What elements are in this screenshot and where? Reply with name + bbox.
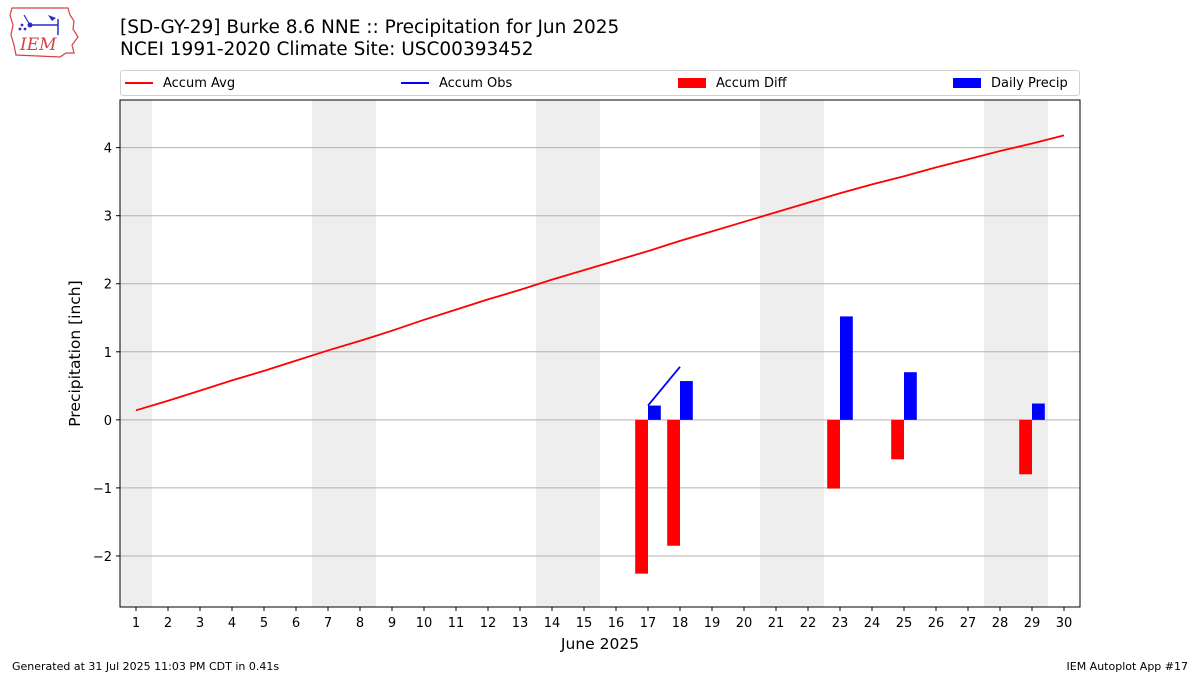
- x-tick-label: 21: [768, 616, 785, 631]
- weekend-shade: [536, 100, 600, 607]
- x-tick-label: 6: [292, 616, 300, 631]
- x-tick-label: 19: [704, 616, 721, 631]
- legend-item-accum-diff: Accum Diff: [678, 71, 787, 95]
- weekend-shade: [760, 100, 824, 607]
- x-tick-label: 14: [544, 616, 561, 631]
- weekend-shade: [312, 100, 376, 607]
- x-tick-label: 27: [960, 616, 977, 631]
- x-tick-label: 15: [576, 616, 593, 631]
- daily-precip-bar: [840, 316, 853, 420]
- x-tick-label: 1: [132, 616, 140, 631]
- daily-precip-bar: [904, 372, 917, 420]
- legend-swatch: [678, 78, 706, 88]
- x-tick-label: 12: [480, 616, 497, 631]
- y-tick-label: 3: [104, 210, 112, 225]
- legend-swatch: [401, 82, 429, 84]
- x-tick-label: 17: [640, 616, 657, 631]
- x-tick-label: 3: [196, 616, 204, 631]
- legend-label: Accum Obs: [439, 75, 513, 91]
- legend-swatch: [953, 78, 981, 88]
- x-tick-label: 8: [356, 616, 364, 631]
- chart-title: [SD-GY-29] Burke 8.6 NNE :: Precipitatio…: [120, 17, 620, 38]
- x-tick-label: 5: [260, 616, 268, 631]
- accum-diff-bar: [827, 419, 840, 489]
- legend-label: Accum Avg: [163, 75, 236, 91]
- x-tick-label: 26: [928, 616, 945, 631]
- logo-text: IEM: [19, 35, 57, 55]
- x-tick-label: 20: [736, 616, 753, 631]
- legend-item-daily-precip: Daily Precip: [953, 71, 1068, 95]
- footer-generated: Generated at 31 Jul 2025 11:03 PM CDT in…: [12, 660, 280, 673]
- y-axis-label: Precipitation [inch]: [66, 280, 84, 426]
- x-tick-label: 13: [512, 616, 529, 631]
- y-tick-label: 4: [104, 142, 112, 157]
- x-tick-label: 18: [672, 616, 689, 631]
- footer-app: IEM Autoplot App #17: [1066, 660, 1189, 673]
- x-tick-label: 2: [164, 616, 172, 631]
- x-tick-label: 11: [448, 616, 465, 631]
- weekend-shade: [984, 100, 1048, 607]
- x-axis-label: June 2025: [560, 635, 639, 653]
- x-tick-label: 28: [992, 616, 1009, 631]
- accum-diff-bar: [891, 419, 904, 460]
- legend: Accum Avg Accum Obs Accum Diff Daily Pre…: [120, 70, 1080, 96]
- legend-label: Accum Diff: [716, 75, 787, 91]
- legend-label: Daily Precip: [991, 75, 1068, 91]
- daily-precip-bar: [1032, 403, 1045, 420]
- iem-logo: IEM: [9, 7, 79, 58]
- y-tick-label: −2: [93, 550, 112, 565]
- x-tick-label: 29: [1024, 616, 1041, 631]
- legend-swatch: [125, 82, 153, 84]
- accum-diff-bar: [1019, 419, 1032, 475]
- y-tick-label: 1: [104, 346, 112, 361]
- x-tick-label: 9: [388, 616, 396, 631]
- weekend-shade: [120, 100, 152, 607]
- x-tick-label: 30: [1056, 616, 1073, 631]
- legend-item-accum-avg: Accum Avg: [125, 71, 235, 95]
- accum-diff-bar: [635, 419, 648, 574]
- x-tick-label: 7: [324, 616, 332, 631]
- x-tick-label: 25: [896, 616, 913, 631]
- x-tick-label: 16: [608, 616, 625, 631]
- x-tick-label: 10: [416, 616, 433, 631]
- plot-frame: [119, 99, 1081, 608]
- x-tick-label: 4: [228, 616, 236, 631]
- x-tick-label: 24: [864, 616, 881, 631]
- accum-obs-line: [647, 366, 681, 407]
- chart-subtitle: NCEI 1991-2020 Climate Site: USC00393452: [120, 39, 534, 60]
- y-tick-label: −1: [93, 482, 112, 497]
- x-tick-label: 22: [800, 616, 817, 631]
- y-tick-label: 2: [104, 278, 112, 293]
- daily-precip-bar: [680, 381, 693, 420]
- daily-precip-bar: [648, 405, 661, 420]
- x-tick-label: 23: [832, 616, 849, 631]
- y-tick-label: 0: [104, 414, 112, 429]
- accum-diff-bar: [667, 419, 680, 546]
- legend-item-accum-obs: Accum Obs: [401, 71, 512, 95]
- accum-avg-line: [135, 134, 1065, 412]
